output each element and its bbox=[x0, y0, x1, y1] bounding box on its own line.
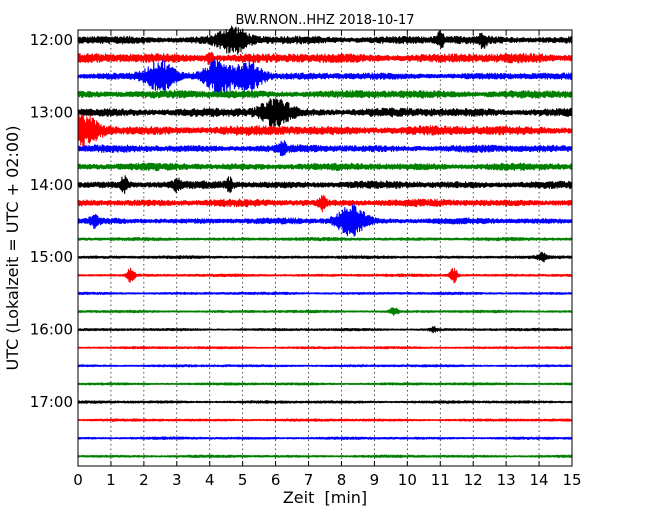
x-tick-label: 7 bbox=[304, 471, 314, 489]
trace-line-1715 bbox=[77, 418, 573, 422]
y-tick-label: 12:00 bbox=[30, 31, 73, 49]
trace-line-1630 bbox=[77, 364, 573, 368]
trace-line-1615 bbox=[77, 345, 573, 350]
x-tick-label: 10 bbox=[398, 471, 417, 489]
trace-line-1730 bbox=[77, 436, 573, 441]
trace-line-1415 bbox=[77, 194, 573, 213]
trace-line-1300 bbox=[77, 98, 573, 128]
y-axis-ticks: 12:00 13:00 14:00 15:00 16:00 17:00 bbox=[30, 31, 572, 411]
trace-line-1215 bbox=[77, 51, 573, 66]
x-tick-label: 8 bbox=[337, 471, 347, 489]
x-tick-label: 1 bbox=[106, 471, 116, 489]
plot-frame bbox=[77, 29, 573, 467]
trace-line-1530 bbox=[77, 291, 573, 296]
trace-line-1745 bbox=[77, 454, 573, 459]
grid-lines bbox=[110, 30, 540, 466]
y-tick-label: 16:00 bbox=[30, 321, 73, 339]
x-tick-label: 2 bbox=[139, 471, 149, 489]
trace-line-1445 bbox=[77, 236, 573, 242]
trace-line-1645 bbox=[77, 382, 573, 386]
y-tick-label: 17:00 bbox=[30, 393, 73, 411]
trace-line-1400 bbox=[77, 175, 573, 195]
trace-line-1345 bbox=[77, 162, 573, 172]
y-tick-label: 14:00 bbox=[30, 176, 73, 194]
chart-title: BW.RNON..HHZ 2018-10-17 bbox=[235, 13, 414, 28]
y-tick-label: 13:00 bbox=[30, 103, 73, 121]
x-tick-label: 13 bbox=[497, 471, 516, 489]
y-tick-label: 15:00 bbox=[30, 248, 73, 266]
x-tick-label: 14 bbox=[530, 471, 549, 489]
x-tick-label: 0 bbox=[73, 471, 83, 489]
trace-line-1700 bbox=[77, 400, 573, 404]
trace-line-1330 bbox=[77, 140, 573, 157]
x-axis-label: Zeit [min] bbox=[283, 488, 367, 507]
trace-line-1430 bbox=[77, 204, 573, 237]
x-tick-label: 15 bbox=[562, 471, 581, 489]
trace-line-1230 bbox=[77, 58, 573, 96]
x-tick-label: 3 bbox=[172, 471, 182, 489]
x-tick-label: 9 bbox=[370, 471, 380, 489]
trace-line-1500 bbox=[77, 251, 573, 263]
trace-line-1600 bbox=[77, 325, 573, 334]
x-tick-label: 6 bbox=[271, 471, 281, 489]
x-tick-label: 5 bbox=[238, 471, 248, 489]
x-tick-label: 4 bbox=[205, 471, 215, 489]
x-tick-label: 11 bbox=[431, 471, 450, 489]
x-tick-label: 12 bbox=[464, 471, 483, 489]
trace-line-1200 bbox=[77, 25, 573, 55]
trace-line-1245 bbox=[77, 89, 573, 99]
y-axis-label: UTC (Lokalzeit = UTC + 02:00) bbox=[3, 126, 22, 371]
trace-group bbox=[77, 25, 573, 459]
trace-line-1315 bbox=[77, 114, 573, 149]
trace-line-1545 bbox=[77, 307, 573, 316]
x-axis-ticks: 0 1 2 3 4 5 6 7 8 9 10 11 12 13 14 15 bbox=[73, 30, 582, 489]
trace-line-1515 bbox=[77, 267, 573, 284]
